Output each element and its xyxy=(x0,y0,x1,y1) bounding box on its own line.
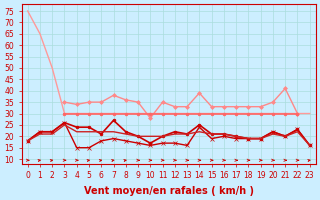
X-axis label: Vent moyen/en rafales ( km/h ): Vent moyen/en rafales ( km/h ) xyxy=(84,186,254,196)
